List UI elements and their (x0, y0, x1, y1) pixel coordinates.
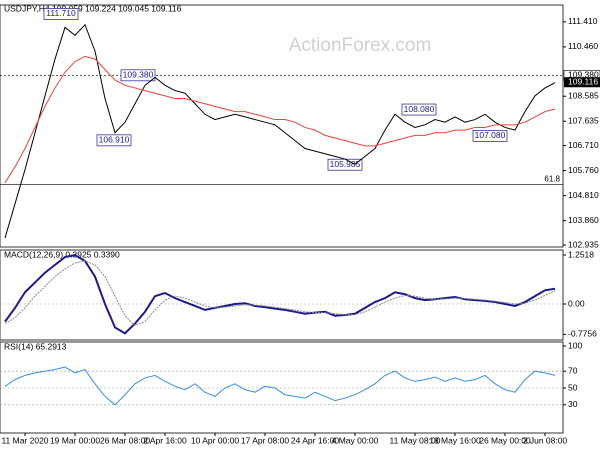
rsi-title: RSI(14) 65.2913 (4, 341, 67, 351)
y-tick-label: 1.2518 (568, 249, 594, 259)
annotation-label: 106.910 (99, 135, 130, 145)
series-line (4, 23, 556, 239)
annotation-label: 107.080 (475, 130, 506, 140)
series-line (4, 260, 556, 327)
annotation-box (43, 8, 79, 20)
annotation-label: 111.710 (46, 8, 76, 18)
y-tick-label: 100 (568, 340, 582, 350)
x-tick-label: 26 May 00:00 (479, 435, 531, 445)
x-tick-label: 11 Mar 2020 (1, 435, 48, 445)
x-tick-label: 11 May 08:00 (390, 435, 441, 445)
y-tick-label: 102.935 (568, 239, 599, 249)
x-tick-label: 17 Apr 08:00 (241, 435, 289, 445)
y-tick-label: 105.760 (568, 165, 599, 175)
y-tick-label: 70 (568, 365, 578, 375)
y-tick-label: 110.460 (568, 41, 598, 51)
series-line (4, 55, 556, 184)
watermark: ActionForex.com (289, 35, 432, 56)
y-tick-label: 0.00 (568, 298, 585, 308)
x-tick-label: 4 May 00:00 (332, 435, 379, 445)
y-tick-label: 30 (568, 399, 578, 409)
x-tick-label: 24 Apr 16:00 (291, 435, 339, 445)
x-tick-label: 26 Mar 08:00 (100, 435, 150, 445)
chart-title: USDJPY,H4 109.059 109.224 109.045 109.11… (4, 3, 182, 13)
annotation-box (472, 130, 508, 142)
panel-frame (0, 341, 564, 434)
last-label: 109.116 (568, 77, 598, 87)
panel-frame (0, 249, 564, 341)
y-tick-label: 108.585 (568, 90, 599, 100)
macd-title: MACD(12,26,9) 0.3925 0.3390 (4, 249, 120, 259)
y-tick-label: 104.810 (568, 190, 599, 200)
annotation-box (120, 69, 156, 82)
annotation-label: 105.985 (330, 159, 361, 169)
x-tick-label: 2 Apr 16:00 (143, 435, 187, 445)
series-line (4, 366, 556, 406)
series-line (4, 254, 556, 335)
y-tick-label: 107.635 (568, 116, 599, 126)
fib-label: 61.8 (544, 174, 560, 183)
y-tick-label: 106.710 (568, 140, 599, 150)
level-label: 109.380 (568, 70, 599, 80)
panel-frame (0, 4, 564, 248)
y-tick-label: 103.860 (568, 215, 599, 225)
y-tick-label: 111.410 (568, 16, 598, 26)
y-tick-label: -0.7756 (568, 329, 597, 339)
annotation-box (96, 134, 132, 147)
x-tick-label: 2 Jun 08:00 (523, 435, 568, 445)
annotation-box (401, 103, 437, 116)
annotation-label: 108.080 (404, 104, 435, 114)
last-box (564, 77, 600, 88)
x-tick-label: 18 May 16:00 (429, 435, 481, 445)
annotation-label: 109.380 (123, 70, 154, 80)
x-tick-label: 10 Apr 00:00 (191, 435, 239, 445)
x-tick-label: 19 Mar 00:00 (50, 435, 100, 445)
y-tick-label: 50 (568, 382, 578, 392)
